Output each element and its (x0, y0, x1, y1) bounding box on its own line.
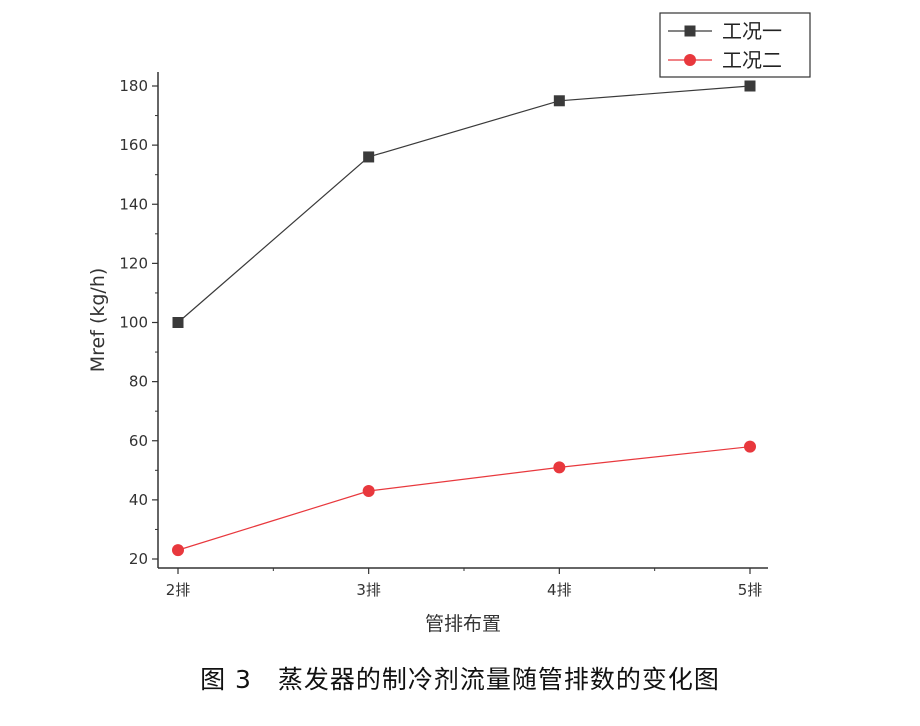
legend-marker (684, 25, 696, 37)
y-tick-label: 40 (129, 491, 148, 509)
y-tick-label: 180 (119, 77, 148, 95)
data-point (553, 95, 565, 107)
legend-entry: 工况一 (668, 19, 782, 43)
x-tick-label: 2排 (166, 581, 191, 599)
data-point (553, 461, 566, 474)
figure-caption: 图 3 蒸发器的制冷剂流量随管排数的变化图 (200, 665, 720, 694)
y-tick-label: 160 (119, 136, 148, 154)
series-line (177, 85, 751, 323)
data-point (744, 80, 756, 92)
y-tick-label: 80 (129, 373, 148, 391)
legend-label: 工况一 (722, 19, 782, 43)
x-axis-label: 管排布置 (425, 613, 501, 635)
y-tick-label: 20 (129, 550, 148, 568)
x-tick-label: 4排 (547, 581, 572, 599)
y-tick-label: 100 (119, 314, 148, 332)
data-point (363, 151, 375, 163)
legend-marker (684, 54, 696, 66)
y-tick-label: 60 (129, 432, 148, 450)
data-point (172, 317, 184, 328)
x-tick-label: 3排 (356, 581, 381, 599)
y-tick-label: 140 (119, 195, 148, 213)
legend-label: 工况二 (722, 48, 782, 72)
series-1 (172, 80, 756, 328)
data-point (362, 485, 375, 498)
legend-box (659, 12, 811, 78)
series-layer (172, 80, 756, 557)
data-point (744, 440, 756, 453)
series-line (177, 446, 751, 551)
data-point (172, 544, 184, 557)
legend-entry: 工况二 (668, 48, 782, 72)
y-tick-label: 120 (119, 254, 148, 272)
y-axis-label: Mref (kg/h) (87, 268, 109, 373)
series-2 (172, 440, 756, 557)
x-tick-label: 5排 (738, 581, 763, 599)
